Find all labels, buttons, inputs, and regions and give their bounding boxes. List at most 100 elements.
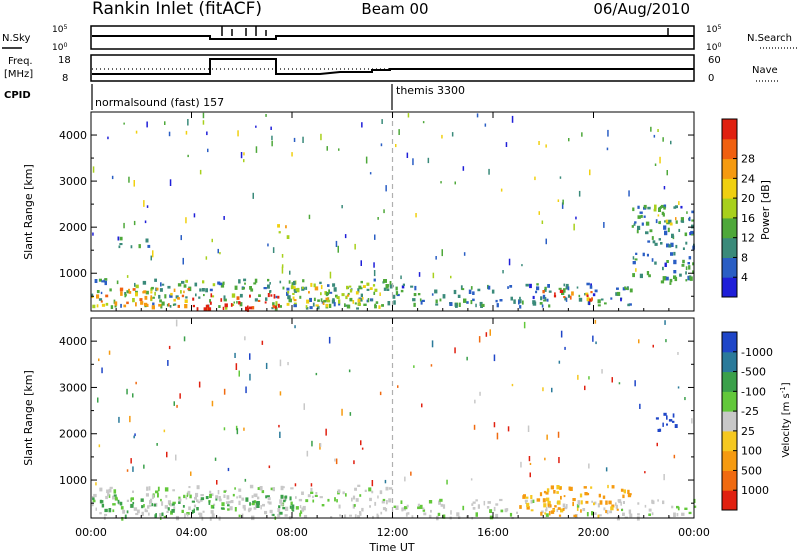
range-cell [345, 295, 348, 300]
range-cell [293, 286, 296, 289]
noise-cell [485, 332, 488, 337]
range-cell [606, 510, 609, 515]
range-cell [212, 283, 216, 287]
range-cell [118, 245, 121, 249]
range-cell [151, 286, 154, 290]
range-cell [333, 302, 336, 307]
noise-cell [369, 172, 372, 175]
range-cell [557, 507, 561, 510]
range-cell [346, 285, 349, 290]
noise-cell [529, 472, 531, 478]
range-cell [247, 307, 249, 312]
range-cell [186, 494, 189, 497]
range-cell [112, 495, 115, 500]
range-cell [188, 506, 191, 511]
range-cell [141, 505, 144, 509]
range-cell [345, 493, 347, 497]
range-cell [536, 498, 541, 502]
range-cell [532, 295, 535, 300]
range-cell [135, 513, 139, 516]
range-cell [183, 290, 185, 294]
range-cell [310, 491, 314, 494]
range-cell [130, 503, 134, 508]
range-cell [253, 500, 257, 504]
noise-cell [545, 144, 547, 148]
range-cell [542, 290, 545, 294]
range-cell [369, 497, 372, 502]
range-cell [691, 224, 695, 229]
noise-cell [404, 476, 406, 482]
range-cell [336, 296, 340, 299]
noise-cell [293, 137, 296, 142]
noise-cell [265, 362, 268, 369]
range-cell [164, 505, 168, 509]
noise-cell [551, 387, 553, 393]
range-cell [120, 506, 124, 510]
range-cell [288, 298, 292, 303]
range-cell [116, 280, 119, 285]
noise-cell [302, 136, 304, 143]
range-cell [505, 508, 509, 511]
range-cell [437, 512, 441, 516]
colorbar-swatch [722, 470, 737, 491]
range-cell [135, 302, 137, 307]
noise-cell [270, 126, 272, 130]
range-cell [585, 292, 589, 296]
range-cell [559, 289, 564, 293]
noise-cell [329, 271, 332, 279]
range-cell [608, 500, 612, 505]
colorbar-tick-label: 500 [741, 464, 762, 477]
noise-cell [187, 154, 189, 158]
range-cell [315, 304, 319, 307]
range-cell [657, 214, 660, 217]
colorbar-tick-label: 28 [741, 153, 755, 166]
range-cell [236, 296, 240, 300]
range-cell [671, 233, 674, 238]
range-cell [632, 273, 635, 278]
range-cell [185, 296, 188, 299]
range-cell [357, 515, 361, 518]
noise-cell [243, 427, 245, 431]
noise-cell [607, 129, 609, 137]
range-cell [627, 303, 630, 307]
range-cell [584, 492, 588, 496]
station-title: Rankin Inlet (fitACF) [92, 0, 262, 19]
range-cell [561, 291, 565, 295]
noise-cell [278, 424, 280, 428]
range-cell [643, 204, 647, 209]
range-cell [253, 282, 257, 285]
range-cell [144, 508, 147, 513]
range-cell [395, 505, 399, 510]
noise-cell [265, 114, 267, 117]
range-cell [576, 504, 580, 508]
range-cell [545, 508, 547, 512]
nsky-tick-bottom-right: 100 [706, 42, 721, 54]
range-cell [133, 507, 138, 511]
range-cell [428, 500, 433, 504]
noise-cell [560, 330, 563, 338]
range-cell [177, 283, 182, 287]
noise-cell [478, 336, 481, 343]
time-axis-label: Time UT [368, 541, 414, 554]
range-cell [215, 496, 218, 501]
noise-cell [185, 217, 187, 224]
noise-cell [244, 336, 246, 341]
range-cell [558, 514, 562, 517]
range-cell [381, 304, 384, 307]
range-cell [238, 279, 241, 284]
noise-cell [407, 113, 410, 118]
range-cell [334, 497, 336, 502]
range-cell [675, 220, 678, 224]
colorbar-swatch [722, 450, 737, 471]
noise-cell [92, 166, 95, 173]
range-cell [611, 504, 615, 508]
range-cell [366, 282, 370, 286]
range-cell [128, 288, 130, 291]
noise-cell [279, 391, 282, 396]
noise-cell [303, 403, 305, 410]
noise-cell [134, 433, 136, 437]
range-cell [637, 215, 641, 219]
range-cell [169, 305, 172, 308]
range-cell [676, 505, 679, 509]
range-cell [218, 282, 223, 286]
